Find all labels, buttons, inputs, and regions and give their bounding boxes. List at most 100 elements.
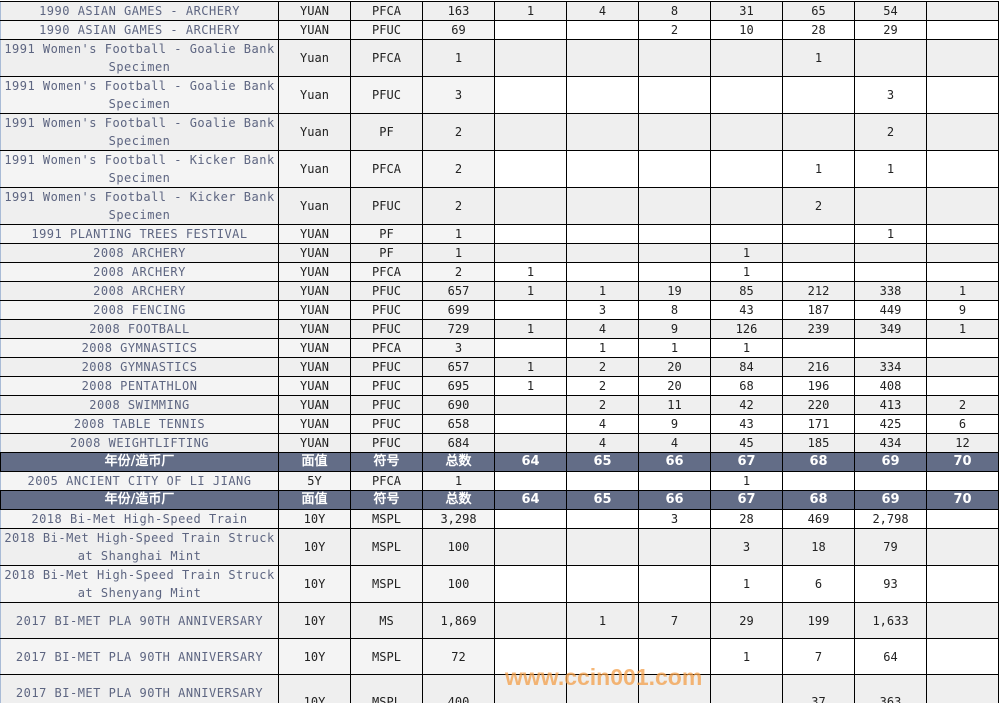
grade-count: [926, 76, 999, 114]
grade-count: [854, 187, 927, 225]
denomination: 10Y: [278, 509, 351, 529]
coin-name: 2008 ARCHERY: [0, 281, 279, 301]
grade-count: 2: [566, 376, 639, 396]
total-count: 3: [422, 338, 495, 358]
header-grade: 65: [566, 452, 639, 472]
grade-count: [926, 224, 999, 244]
table-row: 1990 ASIAN GAMES - ARCHERY YUAN PFCA 163 1 4 8…: [0, 1, 999, 21]
header-code: 符号: [350, 452, 423, 472]
grade-count: 11: [638, 395, 711, 415]
coin-name: 2008 FOOTBALL: [0, 319, 279, 339]
grade-count: [566, 565, 639, 603]
grade-count: [638, 150, 711, 188]
denomination: YUAN: [278, 262, 351, 282]
header-denom: 面值: [278, 490, 351, 510]
grade-count: 1: [710, 638, 783, 675]
grade-count: 3: [854, 76, 927, 114]
grade-count: 2: [566, 357, 639, 377]
grade-count: [566, 674, 639, 703]
total-count: 400: [422, 674, 495, 703]
grade-count: [926, 113, 999, 151]
grade-count: 349: [854, 319, 927, 339]
grade-count: [854, 39, 927, 77]
grade-count: [494, 243, 567, 263]
header-row: 年份/造币厂 面值 符号 总数 64 65 66 67 68 69 70: [0, 490, 999, 510]
grade-count: 28: [710, 509, 783, 529]
grade-count: [926, 262, 999, 282]
grade-count: [566, 262, 639, 282]
grade-count: 1: [494, 262, 567, 282]
grade-count: [782, 471, 855, 491]
grade-count: 1: [710, 338, 783, 358]
table-row: 2008 ARCHERY YUAN PFUC 657 1 1 19 85 212 338 1: [0, 281, 999, 301]
grade-count: 43: [710, 414, 783, 434]
grade-code: PFUC: [350, 433, 423, 453]
grade-count: [638, 39, 711, 77]
header-grade: 69: [854, 452, 927, 472]
grade-count: [566, 471, 639, 491]
grade-count: [494, 76, 567, 114]
coin-name: 2008 FENCING: [0, 300, 279, 320]
coin-name: 2008 PENTATHLON: [0, 376, 279, 396]
grade-count: [494, 39, 567, 77]
grade-count: [926, 1, 999, 21]
grade-count: 20: [638, 376, 711, 396]
grade-count: 1: [782, 39, 855, 77]
grade-count: [638, 113, 711, 151]
grade-code: PFUC: [350, 395, 423, 415]
grade-count: [782, 338, 855, 358]
grade-count: 413: [854, 395, 927, 415]
grade-count: 408: [854, 376, 927, 396]
grade-count: 4: [566, 1, 639, 21]
grade-count: 3: [710, 528, 783, 566]
grade-count: 2: [854, 113, 927, 151]
grade-count: [494, 565, 567, 603]
table-row: 1990 ASIAN GAMES - ARCHERY YUAN PFUC 69 2 10 2…: [0, 20, 999, 40]
table-row: 2017 BI-MET PLA 90TH ANNIVERSARY 10Y MSPL 7…: [0, 638, 999, 675]
table-row: 2017 BI-MET PLA 90TH ANNIVERSARY 10Y MS 1,8…: [0, 602, 999, 639]
coin-name: 1991 PLANTING TREES FESTIVAL: [0, 224, 279, 244]
denomination: 10Y: [278, 565, 351, 603]
grade-code: PFUC: [350, 414, 423, 434]
grade-count: 29: [854, 20, 927, 40]
grade-count: 239: [782, 319, 855, 339]
coin-name: 2008 WEIGHTLIFTING: [0, 433, 279, 453]
total-count: 695: [422, 376, 495, 396]
denomination: 10Y: [278, 638, 351, 675]
denomination: Yuan: [278, 113, 351, 151]
grade-count: 65: [782, 1, 855, 21]
coin-name: 1991 Women's Football - Goalie Bank Spec…: [0, 113, 279, 151]
grade-count: [566, 528, 639, 566]
table-row: 2008 WEIGHTLIFTING YUAN PFUC 684 4 4 45 185 434 1…: [0, 433, 999, 453]
grade-code: PF: [350, 113, 423, 151]
grade-code: PFUC: [350, 319, 423, 339]
header-grade: 67: [710, 452, 783, 472]
total-count: 658: [422, 414, 495, 434]
denomination: Yuan: [278, 76, 351, 114]
coin-name: 2008 GYMNASTICS: [0, 338, 279, 358]
grade-count: [710, 113, 783, 151]
total-count: 1: [422, 471, 495, 491]
grade-count: 31: [710, 1, 783, 21]
header-total: 总数: [422, 490, 495, 510]
grade-count: 338: [854, 281, 927, 301]
coin-name: 2017 BI-MET PLA 90TH ANNIVERSARY STRUCK …: [0, 674, 279, 703]
grade-code: PFCA: [350, 1, 423, 21]
grade-count: 93: [854, 565, 927, 603]
grade-count: 1: [638, 338, 711, 358]
grade-count: [926, 471, 999, 491]
coin-name: 2008 ARCHERY: [0, 262, 279, 282]
grade-count: [854, 471, 927, 491]
total-count: 2: [422, 113, 495, 151]
grade-count: 1: [494, 357, 567, 377]
header-grade: 66: [638, 452, 711, 472]
grade-code: PFUC: [350, 187, 423, 225]
grade-count: [638, 76, 711, 114]
denomination: YUAN: [278, 300, 351, 320]
grade-count: [566, 150, 639, 188]
grade-count: [494, 433, 567, 453]
grade-count: 126: [710, 319, 783, 339]
denomination: 10Y: [278, 674, 351, 703]
grade-count: 1: [926, 281, 999, 301]
table-row: 2008 ARCHERY YUAN PF 1 1: [0, 243, 999, 263]
